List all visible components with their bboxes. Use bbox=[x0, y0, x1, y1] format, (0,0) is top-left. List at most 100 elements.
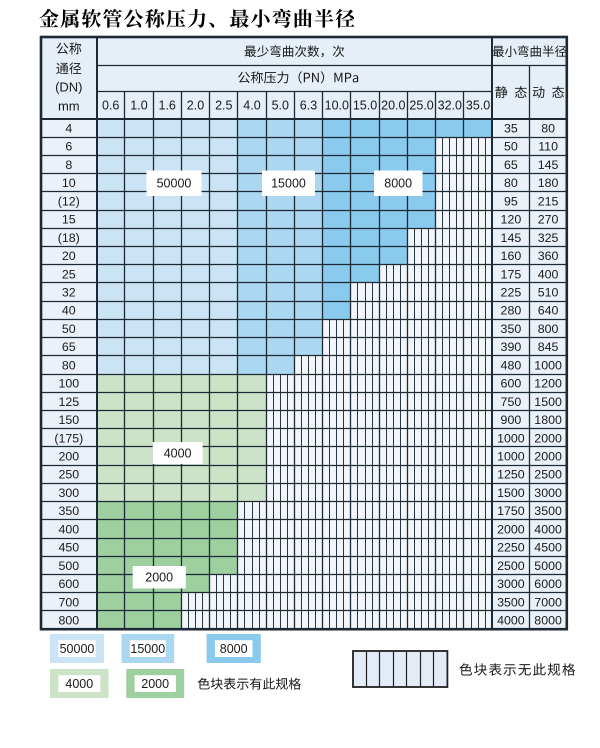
svg-text:15.0: 15.0 bbox=[353, 99, 377, 113]
svg-text:3000: 3000 bbox=[534, 486, 562, 500]
svg-text:145: 145 bbox=[538, 158, 559, 172]
svg-text:350: 350 bbox=[58, 504, 79, 518]
svg-text:3500: 3500 bbox=[534, 504, 562, 518]
svg-text:50000: 50000 bbox=[157, 177, 192, 191]
svg-text:180: 180 bbox=[538, 176, 559, 190]
svg-text:900: 900 bbox=[501, 413, 522, 427]
svg-text:1800: 1800 bbox=[534, 413, 562, 427]
svg-text:25: 25 bbox=[62, 267, 76, 281]
svg-text:80: 80 bbox=[504, 176, 518, 190]
svg-text:80: 80 bbox=[62, 358, 76, 372]
svg-text:350: 350 bbox=[501, 322, 522, 336]
svg-text:35: 35 bbox=[504, 122, 518, 136]
svg-text:700: 700 bbox=[58, 595, 79, 609]
svg-text:(18): (18) bbox=[58, 231, 80, 245]
svg-text:8: 8 bbox=[65, 158, 72, 172]
svg-text:280: 280 bbox=[501, 304, 522, 318]
svg-text:20.0: 20.0 bbox=[381, 99, 405, 113]
svg-text:50000: 50000 bbox=[60, 642, 95, 656]
svg-text:6: 6 bbox=[65, 140, 72, 154]
svg-text:4500: 4500 bbox=[534, 541, 562, 555]
svg-text:100: 100 bbox=[58, 377, 79, 391]
svg-text:450: 450 bbox=[58, 541, 79, 555]
svg-text:2000: 2000 bbox=[534, 450, 562, 464]
svg-text:7000: 7000 bbox=[534, 595, 562, 609]
svg-text:175: 175 bbox=[501, 267, 522, 281]
svg-text:1200: 1200 bbox=[534, 377, 562, 391]
svg-text:40: 40 bbox=[62, 304, 76, 318]
svg-text:0.6: 0.6 bbox=[102, 99, 119, 113]
svg-text:390: 390 bbox=[501, 340, 522, 354]
svg-text:3500: 3500 bbox=[497, 595, 525, 609]
svg-text:250: 250 bbox=[58, 468, 79, 482]
svg-text:(DN): (DN) bbox=[55, 80, 82, 95]
svg-text:120: 120 bbox=[501, 213, 522, 227]
svg-text:50: 50 bbox=[504, 140, 518, 154]
svg-text:200: 200 bbox=[58, 450, 79, 464]
svg-text:10.0: 10.0 bbox=[325, 99, 349, 113]
svg-text:2.0: 2.0 bbox=[187, 99, 204, 113]
svg-text:50: 50 bbox=[62, 322, 76, 336]
svg-text:10: 10 bbox=[62, 176, 76, 190]
svg-text:845: 845 bbox=[538, 340, 559, 354]
svg-text:2.5: 2.5 bbox=[215, 99, 232, 113]
svg-text:3000: 3000 bbox=[497, 577, 525, 591]
svg-text:1000: 1000 bbox=[534, 358, 562, 372]
svg-text:1500: 1500 bbox=[497, 486, 525, 500]
svg-text:(12): (12) bbox=[58, 194, 80, 208]
svg-text:35.0: 35.0 bbox=[466, 99, 490, 113]
svg-text:300: 300 bbox=[58, 486, 79, 500]
svg-text:800: 800 bbox=[538, 322, 559, 336]
svg-text:225: 225 bbox=[501, 286, 522, 300]
svg-text:215: 215 bbox=[538, 194, 559, 208]
svg-text:1750: 1750 bbox=[497, 504, 525, 518]
svg-text:2000: 2000 bbox=[534, 431, 562, 445]
svg-text:4.0: 4.0 bbox=[243, 99, 260, 113]
svg-text:15000: 15000 bbox=[271, 177, 306, 191]
svg-text:(175): (175) bbox=[54, 431, 83, 445]
svg-text:500: 500 bbox=[58, 559, 79, 573]
svg-text:1000: 1000 bbox=[497, 450, 525, 464]
svg-text:1250: 1250 bbox=[497, 468, 525, 482]
svg-text:mm: mm bbox=[58, 99, 80, 114]
svg-text:145: 145 bbox=[501, 231, 522, 245]
svg-text:1.0: 1.0 bbox=[130, 99, 147, 113]
svg-text:1000: 1000 bbox=[497, 431, 525, 445]
svg-text:25.0: 25.0 bbox=[409, 99, 433, 113]
svg-text:32.0: 32.0 bbox=[438, 99, 462, 113]
svg-text:1500: 1500 bbox=[534, 395, 562, 409]
svg-text:2250: 2250 bbox=[497, 541, 525, 555]
svg-text:325: 325 bbox=[538, 231, 559, 245]
svg-text:4: 4 bbox=[65, 122, 72, 136]
svg-text:95: 95 bbox=[504, 194, 518, 208]
svg-text:65: 65 bbox=[504, 158, 518, 172]
svg-text:800: 800 bbox=[58, 614, 79, 628]
svg-text:2000: 2000 bbox=[141, 677, 169, 691]
svg-text:750: 750 bbox=[501, 395, 522, 409]
svg-text:4000: 4000 bbox=[497, 614, 525, 628]
svg-text:2500: 2500 bbox=[534, 468, 562, 482]
svg-text:400: 400 bbox=[538, 267, 559, 281]
svg-text:600: 600 bbox=[58, 577, 79, 591]
svg-text:80: 80 bbox=[541, 122, 555, 136]
svg-text:480: 480 bbox=[501, 358, 522, 372]
svg-text:20: 20 bbox=[62, 249, 76, 263]
svg-text:600: 600 bbox=[501, 377, 522, 391]
svg-text:2000: 2000 bbox=[145, 571, 173, 585]
svg-text:32: 32 bbox=[62, 286, 76, 300]
svg-text:4000: 4000 bbox=[65, 677, 93, 691]
svg-text:270: 270 bbox=[538, 213, 559, 227]
svg-text:8000: 8000 bbox=[384, 177, 412, 191]
svg-text:5.0: 5.0 bbox=[272, 99, 289, 113]
svg-text:15: 15 bbox=[62, 213, 76, 227]
svg-text:640: 640 bbox=[538, 304, 559, 318]
svg-text:6.3: 6.3 bbox=[300, 99, 317, 113]
svg-text:4000: 4000 bbox=[164, 446, 192, 460]
svg-text:160: 160 bbox=[501, 249, 522, 263]
svg-text:8000: 8000 bbox=[220, 642, 248, 656]
svg-text:2000: 2000 bbox=[497, 522, 525, 536]
svg-text:5000: 5000 bbox=[534, 559, 562, 573]
svg-text:2500: 2500 bbox=[497, 559, 525, 573]
svg-text:150: 150 bbox=[58, 413, 79, 427]
svg-text:6000: 6000 bbox=[534, 577, 562, 591]
